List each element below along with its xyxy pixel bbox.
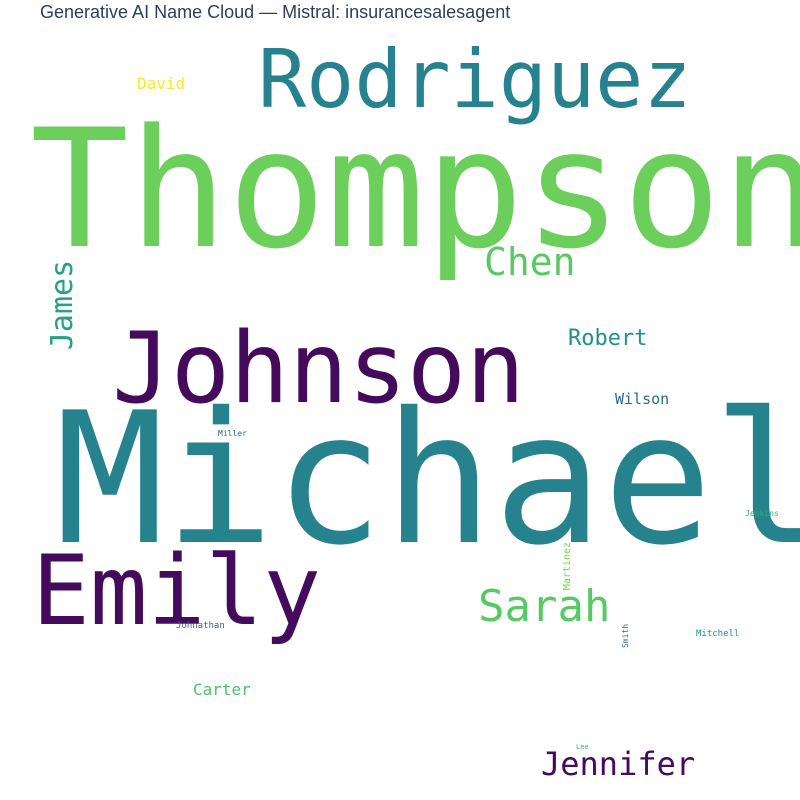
word-robert: Robert xyxy=(568,326,648,351)
word-carter: Carter xyxy=(193,680,251,699)
chart-title: Generative AI Name Cloud — Mistral: insu… xyxy=(40,2,511,22)
word-miller: Miller xyxy=(218,429,247,438)
word-sarah: Sarah xyxy=(478,581,611,632)
word-thompson: Thompson xyxy=(30,94,800,285)
word-johnathan: Johnathan xyxy=(176,621,225,631)
word-chen: Chen xyxy=(484,240,576,284)
word-jenkins: Jenkins xyxy=(745,509,779,518)
word-smith: Smith xyxy=(621,623,631,649)
word-david: David xyxy=(137,74,186,93)
word-michael: Michael xyxy=(55,373,800,585)
word-emily: Emily xyxy=(32,535,321,647)
word-wilson: Wilson xyxy=(615,390,670,408)
word-jennifer: Jennifer xyxy=(541,745,696,783)
word-lee: Lee xyxy=(576,743,589,751)
word-johnson: Johnson xyxy=(112,312,526,426)
word-mitchell: Mitchell xyxy=(696,629,740,639)
word-james: James xyxy=(45,259,81,351)
word-rodriguez: Rodriguez xyxy=(258,33,692,126)
